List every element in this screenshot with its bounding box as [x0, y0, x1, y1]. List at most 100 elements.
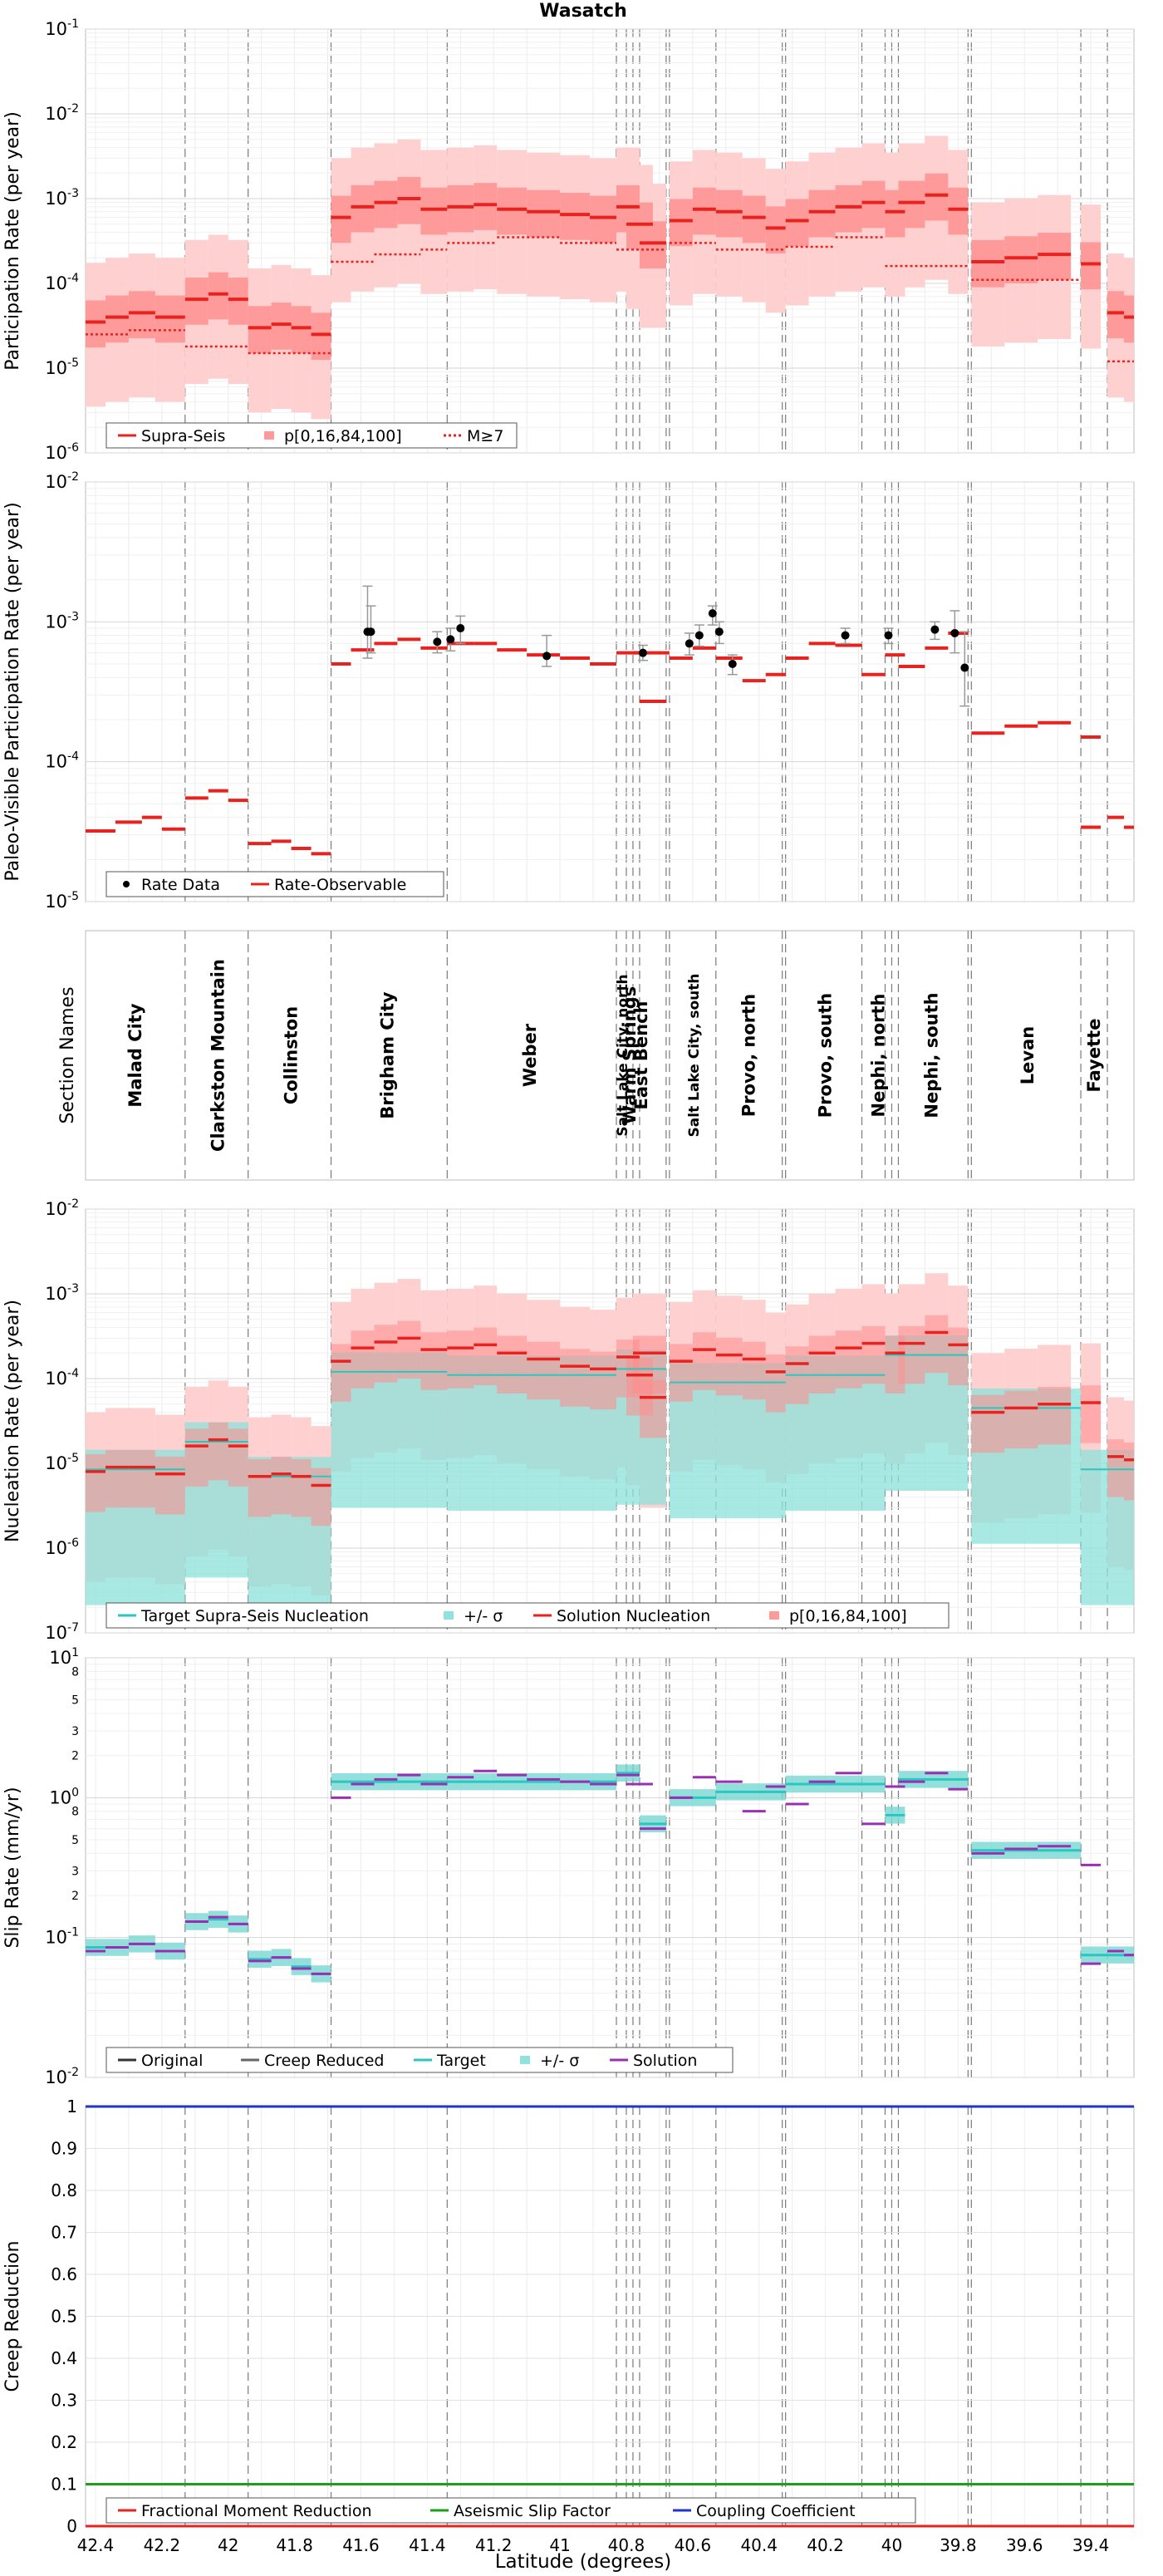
x-tick-label: 39.6 [1006, 2535, 1043, 2555]
y-tick-label: 10-3 [45, 610, 79, 632]
y-minor-tick-label: 2 [71, 1890, 79, 1903]
legend-marker [123, 881, 130, 887]
band-inner [765, 206, 786, 254]
legend-label: p[0,16,84,100] [284, 427, 402, 445]
band-inner [1038, 1386, 1072, 1445]
band-inner [639, 1379, 666, 1438]
legend: Target Supra-Seis Nucleation +/- σ Solutio… [106, 1602, 950, 1629]
x-tick-label: 42.4 [77, 2535, 115, 2555]
y-tick-label: 10-3 [45, 187, 79, 209]
band-inner [311, 312, 331, 361]
legend-box [106, 422, 518, 449]
band-inner [971, 1394, 1005, 1453]
legend-label: p[0,16,84,100] [789, 1607, 907, 1625]
legend: Supra-Seis p[0,16,84,100] M≥7 [106, 422, 518, 449]
y-tick-label: 10-3 [45, 1282, 79, 1304]
legend-label: Creep Reduced [264, 2052, 384, 2070]
band-inner [692, 1332, 716, 1390]
legend-marker [769, 1611, 779, 1620]
band-inner [474, 183, 498, 230]
band-inner [742, 1341, 766, 1400]
y-minor-tick-label: 3 [71, 1725, 79, 1738]
y-tick-label: 10-2 [45, 470, 79, 492]
y-tick-label: 10-4 [45, 272, 79, 293]
band-inner [948, 1327, 969, 1386]
legend-label: Supra-Seis [141, 427, 225, 445]
y-axis-label: Nucleation Rate (per year) [2, 1300, 23, 1542]
band-inner [925, 1315, 949, 1374]
band-inner [692, 187, 716, 235]
x-tick-label: 41.4 [409, 2535, 446, 2555]
band-inner [397, 1320, 421, 1379]
band-inner [1004, 236, 1038, 283]
band-inner [351, 184, 375, 233]
rate-data-point [446, 635, 455, 644]
band-inner [155, 1456, 185, 1515]
section-name: Provo, north [739, 994, 759, 1117]
rate-data-point [456, 624, 465, 633]
band-inner [1081, 1385, 1102, 1443]
x-tick-label: 42.2 [144, 2535, 181, 2555]
legend-box [106, 2497, 916, 2524]
y-tick-label: 10-2 [45, 2066, 79, 2087]
section-name: Clarkston Mountain [209, 959, 228, 1152]
legend: Original Creep Reduced Target +/- σ Solution [106, 2047, 734, 2073]
y-minor-tick-label: 2 [71, 1750, 79, 1763]
y-axis-label: Paleo-Visible Participation Rate (per ye… [2, 502, 23, 881]
band-inner [208, 1422, 228, 1481]
band-inner [86, 1454, 106, 1512]
legend-label: M≥7 [467, 427, 503, 445]
legend-label: Target Supra-Seis Nucleation [140, 1607, 369, 1625]
band-inner [331, 195, 351, 243]
legend-label: Original [141, 2052, 203, 2070]
slip-panel: Slip Rate (mm/yr)10-210-110010185328532O… [2, 1646, 1135, 2087]
band-inner [715, 189, 743, 238]
y-minor-tick-label: 8 [71, 1806, 79, 1819]
legend-label: Fractional Moment Reduction [141, 2502, 372, 2520]
band-inner [590, 195, 616, 243]
rate-data-point [728, 660, 737, 669]
legend-label: Solution [633, 2052, 697, 2070]
rate-data-point [841, 631, 850, 640]
band-inner [808, 189, 836, 238]
band-inner [105, 295, 129, 343]
y-tick-label: 0.4 [51, 2348, 77, 2368]
y-tick-label: 0.3 [51, 2391, 77, 2411]
band-inner [785, 199, 809, 247]
x-tick-label: 42 [218, 2535, 238, 2555]
y-tick-label: 10-7 [45, 1621, 79, 1643]
band-inner [948, 187, 969, 235]
y-axis-label: Creep Reduction [2, 2241, 23, 2392]
y-tick-label: 0.7 [51, 2223, 77, 2243]
section-name: Nephi, south [921, 992, 941, 1118]
legend-marker [444, 1611, 454, 1620]
y-tick-label: 0 [66, 2516, 77, 2536]
section-name: Salt Lake City, south [686, 974, 703, 1138]
band-inner [447, 1330, 474, 1389]
legend-marker [520, 2056, 530, 2064]
band-inner [128, 291, 155, 339]
y-tick-label: 0.5 [51, 2307, 77, 2327]
participation-panel: Participation Rate (per year) 10-6 10-5 10-… [2, 17, 1135, 463]
y-axis-label: Section Names [57, 986, 78, 1123]
section-name: Weber [520, 1023, 540, 1087]
legend-label: Rate-Observable [274, 876, 406, 894]
rate-data-point [960, 663, 969, 672]
band-inner [105, 1449, 129, 1508]
band-inner [331, 1344, 351, 1402]
plot-area [85, 1657, 1135, 2078]
section-name: Levan [1018, 1026, 1038, 1084]
band-inner [271, 302, 292, 350]
y-tick-label: 0.8 [51, 2180, 77, 2200]
band-inner [715, 1337, 743, 1396]
y-tick-label: 10-5 [45, 356, 79, 378]
y-minor-tick-label: 3 [71, 1865, 79, 1878]
legend: Fractional Moment Reduction Aseismic Slip… [106, 2497, 916, 2524]
legend-label: Target [436, 2052, 486, 2070]
y-tick-label: 10-4 [45, 1367, 79, 1389]
section-name: Nephi, north [868, 993, 888, 1117]
band-inner [228, 1428, 248, 1487]
band-inner [861, 180, 886, 229]
band-inner [184, 278, 209, 325]
y-tick-label: 1 [66, 2097, 77, 2116]
